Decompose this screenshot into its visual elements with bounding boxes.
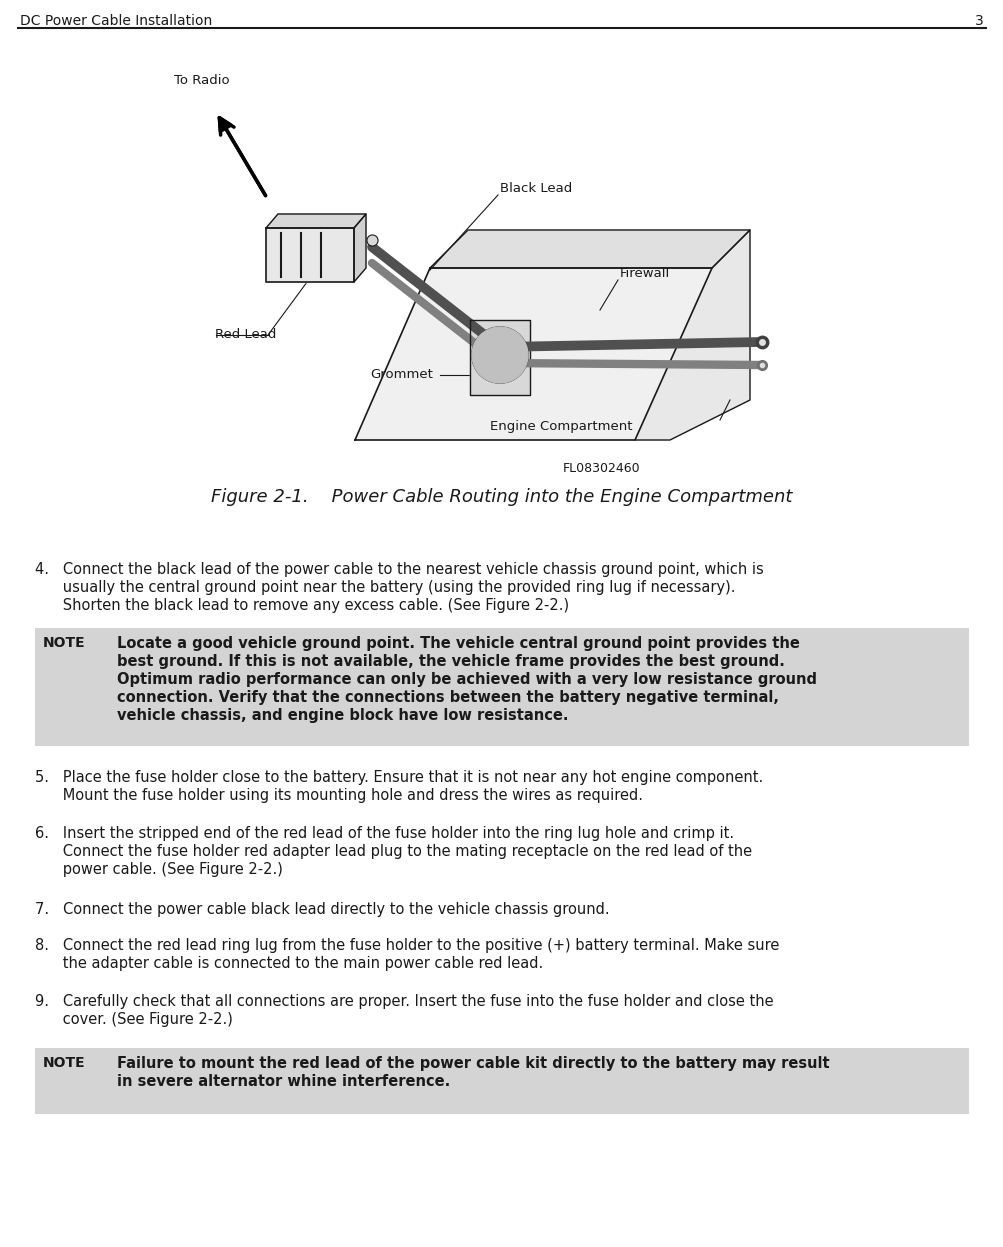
Text: Black Lead: Black Lead	[499, 182, 572, 195]
Text: FL08302460: FL08302460	[563, 461, 640, 475]
Text: best ground. If this is not available, the vehicle frame provides the best groun: best ground. If this is not available, t…	[117, 653, 784, 668]
Polygon shape	[469, 320, 530, 395]
Text: To Radio: To Radio	[174, 74, 230, 87]
FancyBboxPatch shape	[35, 628, 968, 746]
Text: connection. Verify that the connections between the battery negative terminal,: connection. Verify that the connections …	[117, 690, 778, 705]
Text: 4.   Connect the black lead of the power cable to the nearest vehicle chassis gr: 4. Connect the black lead of the power c…	[35, 562, 763, 577]
Text: 3: 3	[974, 14, 983, 27]
Polygon shape	[266, 214, 366, 228]
Text: DC Power Cable Installation: DC Power Cable Installation	[20, 14, 212, 27]
Text: 7.   Connect the power cable black lead directly to the vehicle chassis ground.: 7. Connect the power cable black lead di…	[35, 902, 609, 917]
Polygon shape	[266, 228, 354, 282]
Text: Figure 2-1.    Power Cable Routing into the Engine Compartment: Figure 2-1. Power Cable Routing into the…	[211, 488, 792, 506]
Polygon shape	[634, 229, 749, 440]
Circle shape	[487, 343, 512, 367]
Polygon shape	[354, 214, 366, 282]
Text: Shorten the black lead to remove any excess cable. (See Figure 2-2.): Shorten the black lead to remove any exc…	[35, 599, 569, 614]
Text: in severe alternator whine interference.: in severe alternator whine interference.	[117, 1074, 449, 1089]
Polygon shape	[429, 229, 749, 268]
Text: cover. (See Figure 2-2.): cover. (See Figure 2-2.)	[35, 1013, 233, 1028]
Text: 8.   Connect the red lead ring lug from the fuse holder to the positive (+) batt: 8. Connect the red lead ring lug from th…	[35, 938, 778, 953]
Text: Firewall: Firewall	[620, 267, 670, 281]
Text: Mount the fuse holder using its mounting hole and dress the wires as required.: Mount the fuse holder using its mounting…	[35, 788, 642, 803]
Text: 6.   Insert the stripped end of the red lead of the fuse holder into the ring lu: 6. Insert the stripped end of the red le…	[35, 826, 733, 840]
Circle shape	[493, 349, 506, 360]
Text: vehicle chassis, and engine block have low resistance.: vehicle chassis, and engine block have l…	[117, 708, 568, 723]
Text: Locate a good vehicle ground point. The vehicle central ground point provides th: Locate a good vehicle ground point. The …	[117, 636, 799, 651]
Polygon shape	[355, 268, 711, 440]
Text: 9.   Carefully check that all connections are proper. Insert the fuse into the f: 9. Carefully check that all connections …	[35, 994, 773, 1009]
FancyBboxPatch shape	[35, 1047, 968, 1114]
Circle shape	[479, 335, 520, 375]
Text: NOTE: NOTE	[43, 1056, 85, 1070]
Text: usually the central ground point near the battery (using the provided ring lug i: usually the central ground point near th…	[35, 580, 735, 595]
Text: Red Lead: Red Lead	[215, 328, 276, 342]
Text: Optimum radio performance can only be achieved with a very low resistance ground: Optimum radio performance can only be ac…	[117, 672, 816, 687]
Text: NOTE: NOTE	[43, 636, 85, 650]
Text: 5.   Place the fuse holder close to the battery. Ensure that it is not near any : 5. Place the fuse holder close to the ba…	[35, 769, 762, 786]
Text: the adapter cable is connected to the main power cable red lead.: the adapter cable is connected to the ma…	[35, 956, 543, 971]
Text: Engine Compartment: Engine Compartment	[489, 420, 632, 433]
Text: power cable. (See Figure 2-2.): power cable. (See Figure 2-2.)	[35, 862, 283, 877]
Text: Grommet: Grommet	[370, 369, 432, 382]
Text: Connect the fuse holder red adapter lead plug to the mating receptacle on the re: Connect the fuse holder red adapter lead…	[35, 844, 751, 859]
Text: Failure to mount the red lead of the power cable kit directly to the battery may: Failure to mount the red lead of the pow…	[117, 1056, 828, 1071]
Circle shape	[471, 327, 528, 383]
